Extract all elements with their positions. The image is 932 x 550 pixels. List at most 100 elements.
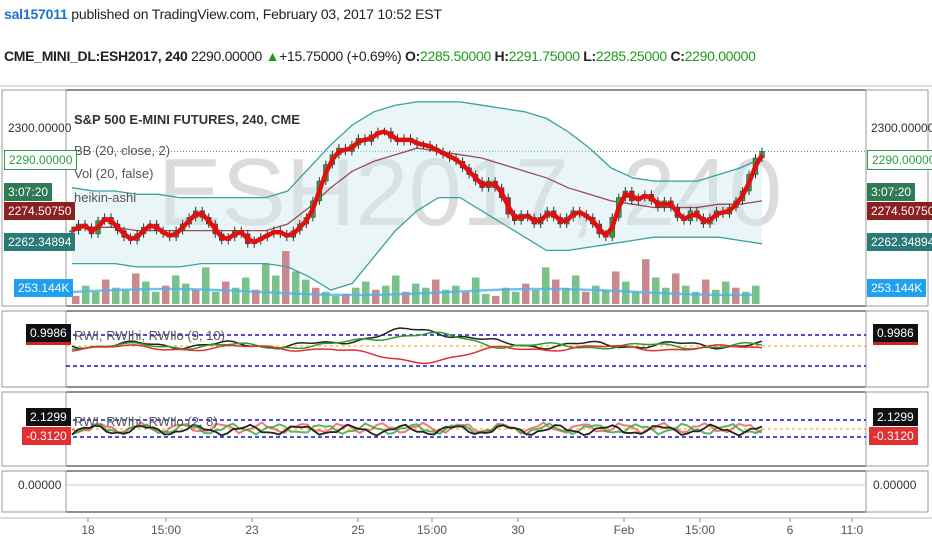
time-tick-label: 15:00 xyxy=(685,523,715,537)
ind3-left-value: 0.00000 xyxy=(18,478,62,492)
time-tick-label: 15:00 xyxy=(417,523,447,537)
volume-bar xyxy=(562,287,570,304)
legend-heikin[interactable]: heikin-ashi xyxy=(74,190,137,205)
volume-bar xyxy=(522,283,530,304)
left-scale-border-1 xyxy=(1,310,67,388)
publish-text: published on TradingView.com, February 0… xyxy=(67,6,442,22)
volume-bar xyxy=(722,281,730,304)
ind2-rwilo-line xyxy=(71,421,763,435)
right-bb-lower-pill: 2262.34894 xyxy=(867,233,932,251)
volume-bar xyxy=(252,289,260,304)
volume-bar xyxy=(312,287,320,304)
volume-bar xyxy=(662,287,670,304)
volume-bar xyxy=(302,279,310,304)
volume-bar xyxy=(542,267,550,304)
volume-bar xyxy=(532,289,540,304)
right-scale-border-3 xyxy=(865,470,929,513)
price-change: +15.75000 (+0.69%) xyxy=(279,48,402,64)
right-last-price-pill: 2290.00000 xyxy=(867,150,932,170)
time-tick-label: 23 xyxy=(245,523,259,537)
high-value: 2291.75000 xyxy=(508,48,580,64)
heikin-ashi-line xyxy=(70,129,764,245)
volume-bars xyxy=(71,251,760,304)
volume-bar xyxy=(642,259,650,304)
volume-bar xyxy=(582,291,590,304)
low-value: 2285.25000 xyxy=(595,48,667,64)
time-tick-label: 18 xyxy=(81,523,95,537)
left-countdown-pill: 3:07:20 xyxy=(4,183,53,201)
right-countdown-pill: 3:07:20 xyxy=(867,183,916,201)
time-tick-label: 30 xyxy=(511,523,525,537)
pane-frames xyxy=(0,85,932,519)
volume-bar xyxy=(92,291,100,304)
close-label: C: xyxy=(670,48,685,64)
volume-bar xyxy=(622,281,630,304)
volume-bar xyxy=(262,263,270,304)
high-label: H: xyxy=(494,48,509,64)
ind2-right-value-2: -0.3120 xyxy=(869,427,918,445)
volume-bar xyxy=(482,293,490,304)
volume-bar xyxy=(182,283,190,304)
volume-bar xyxy=(442,289,450,304)
ind1-label[interactable]: RWI, RWIhi, RWIlo (9, 10) xyxy=(74,328,225,343)
time-axis: 18 15:00 23 25 15:00 30 Feb 15:00 6 11:0 xyxy=(81,518,864,537)
volume-bar xyxy=(112,287,120,304)
ind2-label[interactable]: RWI, RWIhi, RWIlo (2, 8) xyxy=(74,414,218,429)
time-tick-label: 6 xyxy=(787,523,794,537)
volume-bar xyxy=(392,275,400,304)
left-bb-lower-pill: 2262.34894 xyxy=(4,233,76,251)
heikin-ashi-line xyxy=(70,129,764,245)
volume-bar xyxy=(332,295,340,304)
legend-vol[interactable]: Vol (20, false) xyxy=(74,166,154,181)
volume-bar xyxy=(202,267,210,304)
volume-bar xyxy=(692,291,700,304)
volume-bar xyxy=(652,277,660,304)
left-scale-border-3 xyxy=(1,470,67,513)
volume-ma-line xyxy=(71,287,753,297)
volume-bar xyxy=(342,293,350,304)
volume-bar xyxy=(742,291,750,304)
open-value: 2285.50000 xyxy=(419,48,491,64)
bb-upper-line xyxy=(71,101,763,199)
right-bb-basis-pill: 2274.50750 xyxy=(867,202,932,220)
legend-title: S&P 500 E-MINI FUTURES, 240, CME xyxy=(74,112,300,127)
volume-bar xyxy=(502,287,510,304)
volume-bar xyxy=(322,291,330,304)
volume-bar xyxy=(632,291,640,304)
volume-bar xyxy=(222,281,230,304)
ind1-right-value: 0.9986 xyxy=(873,324,918,345)
volume-bar xyxy=(72,295,80,304)
volume-bar xyxy=(162,285,170,304)
symbol-name: CME_MINI_DL:ESH2017, 240 xyxy=(4,48,188,64)
volume-bar xyxy=(712,289,720,304)
volume-bar xyxy=(292,271,300,304)
up-arrow-icon: ▲ xyxy=(265,48,280,64)
ind3-right-value: 0.00000 xyxy=(873,478,917,492)
legend-bb[interactable]: BB (20, close, 2) xyxy=(74,143,171,158)
ind1-rwilo-line xyxy=(71,344,763,365)
volume-bar xyxy=(372,289,380,304)
volume-bar xyxy=(452,285,460,304)
volume-bar xyxy=(142,281,150,304)
volume-bar xyxy=(462,291,470,304)
volume-bar xyxy=(102,279,110,304)
open-label: O: xyxy=(405,48,420,64)
volume-bar xyxy=(192,289,200,304)
left-volume-pill: 253.144K xyxy=(14,279,74,297)
right-axis-2300: 2300.00000 xyxy=(871,121,932,135)
volume-bar xyxy=(212,291,220,304)
volume-bar xyxy=(232,287,240,304)
ind2-left-value-2: -0.3120 xyxy=(22,427,71,445)
indicator-rwi-2-8 xyxy=(66,419,866,438)
volume-bar xyxy=(82,285,90,304)
volume-bar xyxy=(702,279,710,304)
ind2-rwi-line xyxy=(71,423,763,437)
right-scale-border-1 xyxy=(865,310,929,388)
right-scale-border-0 xyxy=(865,89,929,307)
bb-lower-line xyxy=(72,196,763,291)
last-price: 2290.00000 xyxy=(191,48,262,64)
username-link[interactable]: sal157011 xyxy=(4,6,68,22)
ind1-rwi-line xyxy=(71,327,763,350)
left-bb-basis-pill: 2274.50750 xyxy=(4,202,76,220)
